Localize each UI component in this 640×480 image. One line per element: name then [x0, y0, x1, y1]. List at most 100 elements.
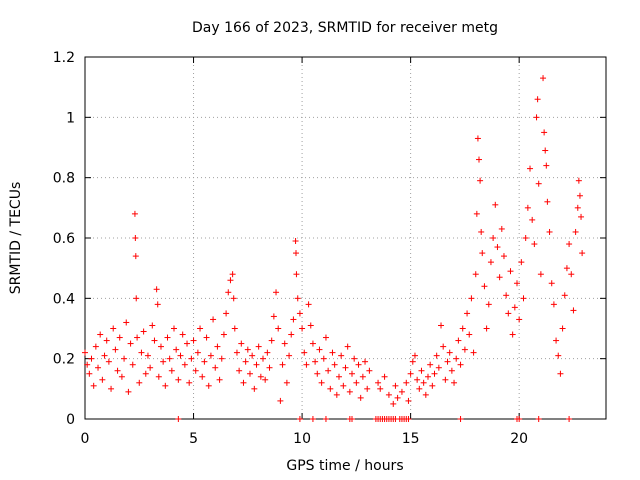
data-point: [351, 355, 358, 362]
data-point: [509, 331, 516, 338]
data-point: [190, 337, 197, 344]
data-point: [420, 379, 427, 386]
data-point: [531, 241, 538, 248]
data-point: [444, 358, 451, 365]
data-point: [157, 343, 164, 350]
data-point: [442, 376, 449, 383]
data-point: [116, 334, 123, 341]
data-point: [132, 253, 139, 260]
data-point: [527, 165, 534, 172]
data-point: [455, 337, 462, 344]
data-point: [385, 391, 392, 398]
data-point: [322, 334, 329, 341]
data-point: [557, 370, 564, 377]
data-point: [134, 334, 141, 341]
data-point: [575, 177, 582, 184]
data-point: [353, 379, 360, 386]
data-point: [84, 361, 91, 368]
data-point: [416, 385, 423, 392]
data-point: [464, 310, 471, 317]
data-point: [303, 361, 310, 368]
data-point: [375, 379, 382, 386]
data-point: [466, 331, 473, 338]
data-point: [446, 349, 453, 356]
data-point: [568, 271, 575, 278]
data-point: [242, 358, 249, 365]
data-point: [474, 135, 481, 142]
x-axis-label: GPS time / hours: [286, 458, 403, 474]
data-point: [129, 361, 136, 368]
data-point: [516, 416, 523, 422]
data-point: [177, 352, 184, 359]
data-point: [364, 385, 371, 392]
data-point: [438, 322, 445, 329]
data-point: [92, 343, 99, 350]
data-points: [82, 75, 586, 422]
data-point: [101, 352, 108, 359]
y-axis-label: SRMTID / TECUs: [8, 182, 24, 295]
data-point: [335, 373, 342, 380]
data-point: [479, 250, 486, 257]
data-point: [212, 364, 219, 371]
data-point: [201, 358, 208, 365]
data-point: [349, 370, 356, 377]
data-point: [566, 416, 573, 422]
data-point: [524, 204, 531, 211]
data-point: [312, 358, 319, 365]
data-point: [231, 325, 238, 332]
data-point: [133, 295, 140, 302]
data-point: [138, 349, 145, 356]
data-point: [121, 355, 128, 362]
data-point: [377, 385, 384, 392]
data-point: [390, 400, 397, 407]
data-point: [579, 250, 586, 257]
data-point: [197, 325, 204, 332]
data-point: [140, 328, 147, 335]
data-point: [561, 292, 568, 299]
data-point: [236, 367, 243, 374]
data-point: [498, 225, 505, 232]
data-point: [535, 180, 542, 187]
y-tick-label: 1.2: [53, 50, 75, 66]
data-point: [534, 96, 541, 103]
data-point: [459, 325, 466, 332]
data-point: [553, 337, 560, 344]
x-tick-label: 15: [402, 431, 420, 447]
data-point: [292, 238, 299, 245]
data-point: [349, 416, 356, 422]
data-point: [362, 358, 369, 365]
data-point: [325, 367, 332, 374]
data-point: [210, 316, 217, 323]
data-point: [257, 373, 264, 380]
data-point: [405, 397, 412, 404]
data-point: [429, 382, 436, 389]
data-point: [318, 379, 325, 386]
data-point: [451, 379, 458, 386]
data-point: [481, 283, 488, 290]
data-point: [546, 228, 553, 235]
data-point: [108, 385, 115, 392]
data-point: [82, 349, 88, 356]
x-tick-label: 20: [510, 431, 528, 447]
data-point: [309, 340, 316, 347]
data-point: [338, 352, 345, 359]
data-point: [296, 416, 303, 422]
data-point: [214, 343, 221, 350]
data-point: [344, 343, 351, 350]
data-point: [329, 349, 336, 356]
data-point: [293, 250, 300, 257]
data-point: [342, 364, 349, 371]
chart-title: Day 166 of 2023, SRMTID for receiver met…: [192, 20, 498, 36]
data-point: [175, 376, 182, 383]
data-point: [537, 271, 544, 278]
data-point: [422, 391, 429, 398]
data-point: [223, 310, 230, 317]
data-point: [110, 325, 117, 332]
data-point: [164, 334, 171, 341]
y-tick-label: 0.4: [53, 291, 75, 307]
data-point: [277, 397, 284, 404]
data-point: [227, 277, 234, 284]
data-point: [433, 352, 440, 359]
data-point: [500, 253, 507, 260]
data-point: [359, 373, 366, 380]
